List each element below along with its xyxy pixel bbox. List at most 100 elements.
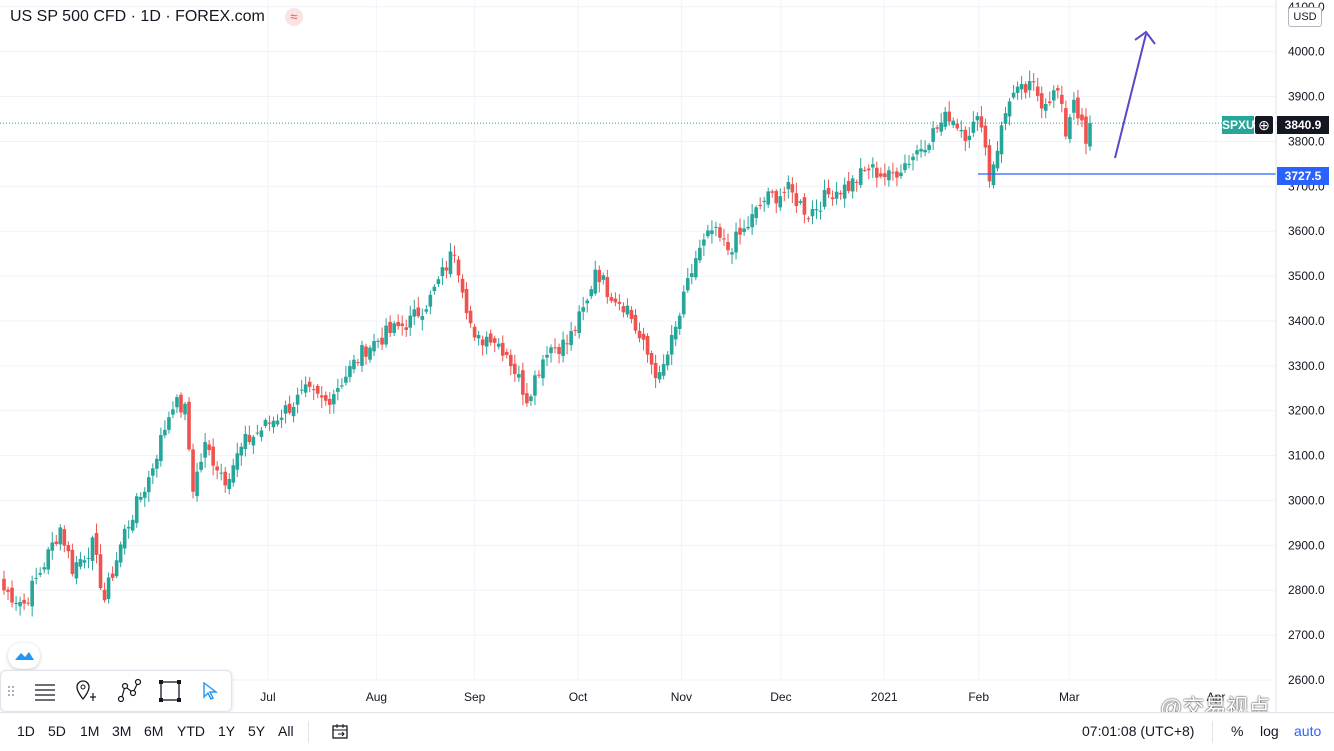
- range-5d[interactable]: 5D: [48, 723, 66, 739]
- candle-body: [352, 359, 356, 370]
- calendar-range-icon[interactable]: [330, 721, 350, 746]
- candle-body: [838, 192, 843, 195]
- candle-body: [891, 172, 895, 174]
- candle-body: [203, 441, 207, 458]
- candle-body: [110, 573, 115, 578]
- range-all[interactable]: All: [278, 723, 294, 739]
- candle-body: [90, 537, 95, 561]
- candle-body: [875, 167, 879, 178]
- candle-body: [251, 436, 256, 446]
- candle-body: [70, 549, 75, 574]
- candlestick-chart[interactable]: 2600.0 2700.0 2800.0 2900.0 3000.0 3100.0 3200…: [0, 0, 1334, 712]
- candle-body: [344, 376, 348, 383]
- candle-body: [10, 587, 14, 603]
- candle-body: [1039, 93, 1044, 109]
- candle-body: [690, 273, 694, 277]
- candle-body: [657, 372, 662, 380]
- anchor-pin-icon[interactable]: [73, 677, 101, 705]
- candle-body: [416, 307, 421, 317]
- approx-icon[interactable]: ≈: [284, 8, 303, 26]
- tradingview-logo-icon[interactable]: [8, 643, 40, 669]
- range-1m[interactable]: 1M: [80, 723, 100, 739]
- candle-body: [122, 528, 127, 549]
- range-5y[interactable]: 5Y: [248, 723, 266, 739]
- candle-body: [726, 241, 730, 251]
- candle-body: [987, 145, 992, 182]
- lines-menu-icon[interactable]: [31, 677, 59, 705]
- x-tick-label: 2021: [871, 690, 898, 704]
- candle-body: [179, 394, 183, 413]
- symbol-title[interactable]: US SP 500 CFD · 1D · FOREX.com ≈: [10, 8, 303, 26]
- candle-body: [593, 269, 598, 294]
- clock-readout[interactable]: 07:01:08 (UTC+8): [1082, 723, 1195, 739]
- candle-body: [983, 125, 988, 148]
- log-toggle[interactable]: log: [1260, 723, 1279, 739]
- candle-body: [54, 541, 59, 544]
- rectangle-icon[interactable]: [156, 677, 184, 705]
- candle-body: [368, 347, 372, 360]
- candle-body: [328, 398, 332, 405]
- candle-body: [319, 395, 324, 398]
- candle-body: [500, 342, 505, 356]
- range-ytd[interactable]: YTD: [177, 723, 205, 739]
- candle-body: [822, 190, 827, 207]
- candle-body: [323, 395, 328, 401]
- candle-body: [722, 238, 726, 240]
- candle-body: [138, 496, 143, 500]
- range-3m[interactable]: 3M: [112, 723, 132, 739]
- candle-body: [46, 549, 51, 570]
- candle-body: [734, 231, 738, 253]
- candle-body: [336, 388, 340, 392]
- candle-body: [573, 329, 577, 331]
- candle-body: [625, 305, 630, 315]
- currency-button[interactable]: USD: [1288, 7, 1322, 27]
- candle-body: [187, 401, 191, 450]
- candle-body: [464, 288, 469, 314]
- arrow-up-drawing[interactable]: [1114, 33, 1147, 159]
- candle-body: [428, 294, 433, 307]
- drawings[interactable]: [0, 30, 1276, 175]
- candle-body: [130, 519, 135, 531]
- candle-body: [581, 307, 585, 312]
- symbol-title-text: US SP 500 CFD · 1D · FOREX.com: [10, 8, 265, 25]
- range-6m[interactable]: 6M: [144, 723, 164, 739]
- plus-circle-icon[interactable]: ⊕: [1255, 116, 1273, 134]
- candle-body: [955, 123, 960, 129]
- candle-body: [372, 340, 376, 352]
- percent-toggle[interactable]: %: [1231, 723, 1244, 739]
- pattern-nodes-icon[interactable]: [115, 677, 143, 705]
- candle-body: [26, 602, 30, 604]
- range-1y[interactable]: 1Y: [218, 723, 236, 739]
- symbol-tag: SPXUSD: [1222, 116, 1254, 134]
- candle-body: [834, 191, 839, 199]
- range-1d[interactable]: 1D: [17, 723, 35, 739]
- candle-body: [348, 366, 352, 378]
- candle-body: [219, 472, 223, 474]
- candle-body: [134, 496, 139, 524]
- candle-body: [947, 111, 952, 122]
- x-tick-label: Nov: [671, 690, 692, 704]
- price-axis[interactable]: 2600.0 2700.0 2800.0 2900.0 3000.0 3100.0 3200…: [1288, 0, 1325, 687]
- candle-body: [673, 326, 678, 340]
- candle-body: [255, 432, 260, 434]
- drag-handle-icon[interactable]: [5, 677, 17, 705]
- candle-body: [1047, 101, 1052, 104]
- candle-body: [452, 254, 457, 256]
- candle-body: [561, 339, 565, 356]
- cursor-arrow-icon[interactable]: [197, 677, 225, 705]
- candle-body: [967, 135, 972, 141]
- candle-body: [360, 345, 364, 366]
- candle-body: [38, 572, 42, 575]
- candle-body: [774, 191, 779, 204]
- candle-body: [195, 471, 199, 497]
- candle-body: [762, 200, 766, 202]
- candle-body: [50, 542, 55, 551]
- auto-toggle[interactable]: auto: [1294, 723, 1322, 739]
- candle-body: [86, 557, 91, 559]
- candle-body: [211, 446, 215, 466]
- time-axis[interactable]: Jul Aug Sep Oct Nov Dec 2021 Feb Mar Apr: [260, 690, 1225, 704]
- candle-body: [460, 278, 465, 293]
- candle-body: [432, 286, 437, 292]
- candle-body: [830, 197, 835, 200]
- candle-body: [649, 353, 654, 365]
